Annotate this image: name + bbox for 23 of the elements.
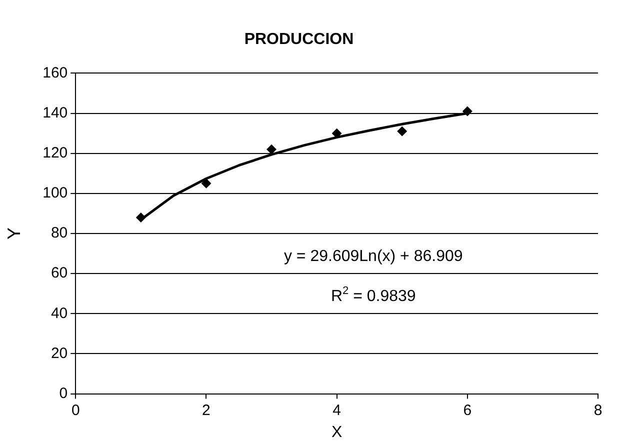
point	[266, 144, 277, 154]
y-tick-label: 20	[50, 344, 68, 362]
point	[201, 178, 212, 188]
y-tick-label: 100	[42, 184, 68, 202]
y-tick-label: 160	[42, 64, 68, 82]
chart-title: PRODUCCION	[244, 31, 354, 48]
y-tick-label: 80	[50, 224, 68, 242]
y-tick-label: 0	[59, 384, 68, 402]
y-tick-label: 140	[42, 104, 68, 122]
x-tick-label: 6	[463, 402, 472, 419]
x-tick-label: 0	[71, 402, 80, 419]
point	[462, 106, 472, 116]
x-tick-label: 8	[594, 402, 602, 419]
x-tick-label: 2	[202, 402, 210, 419]
y-tick-label: 60	[50, 264, 68, 282]
annotation: y = 29.609Ln(x) + 86.909	[284, 248, 463, 265]
y-tick-label: 120	[42, 144, 68, 162]
y-tick-label: 40	[50, 304, 68, 322]
y-axis-title: Y	[4, 227, 24, 240]
point	[397, 126, 408, 136]
x-axis-title: X	[331, 424, 342, 441]
point	[136, 212, 146, 222]
x-tick-label: 4	[332, 402, 341, 419]
